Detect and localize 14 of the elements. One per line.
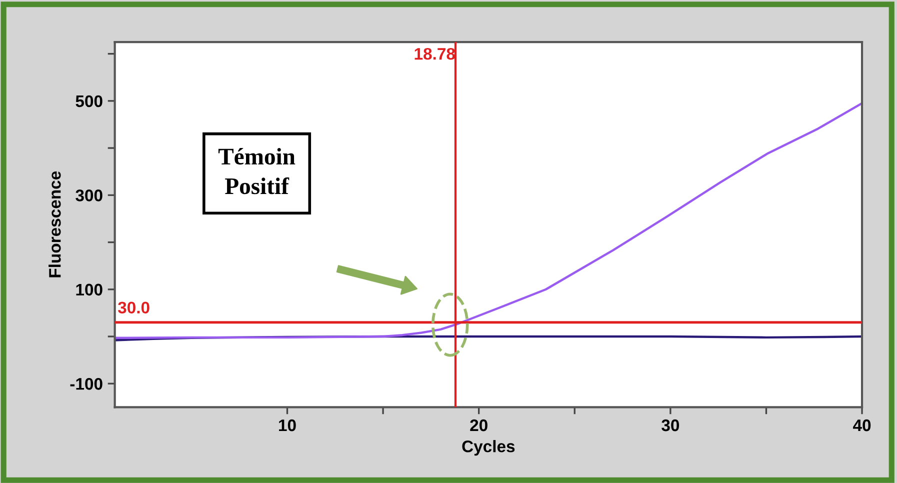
annotation: Témoin Positif xyxy=(218,148,296,194)
y-tick-label: -100 xyxy=(70,378,102,390)
line-series xyxy=(114,102,862,340)
ref-line-label: 18.78 xyxy=(414,48,455,60)
y-tick-label: 300 xyxy=(76,190,102,202)
y-tick-label: 500 xyxy=(76,95,102,108)
x-axis-title: Cycles xyxy=(462,440,515,456)
x-tick-label: 40 xyxy=(853,419,871,432)
y-axis-title: Fluorescence xyxy=(48,171,61,278)
ref-line-label: 30.0 xyxy=(118,302,150,314)
x-tick-label: 20 xyxy=(470,419,488,432)
y-tick-label: 100 xyxy=(76,284,102,296)
x-tick-label: 30 xyxy=(662,419,680,432)
x-tick-label: 10 xyxy=(279,419,296,432)
